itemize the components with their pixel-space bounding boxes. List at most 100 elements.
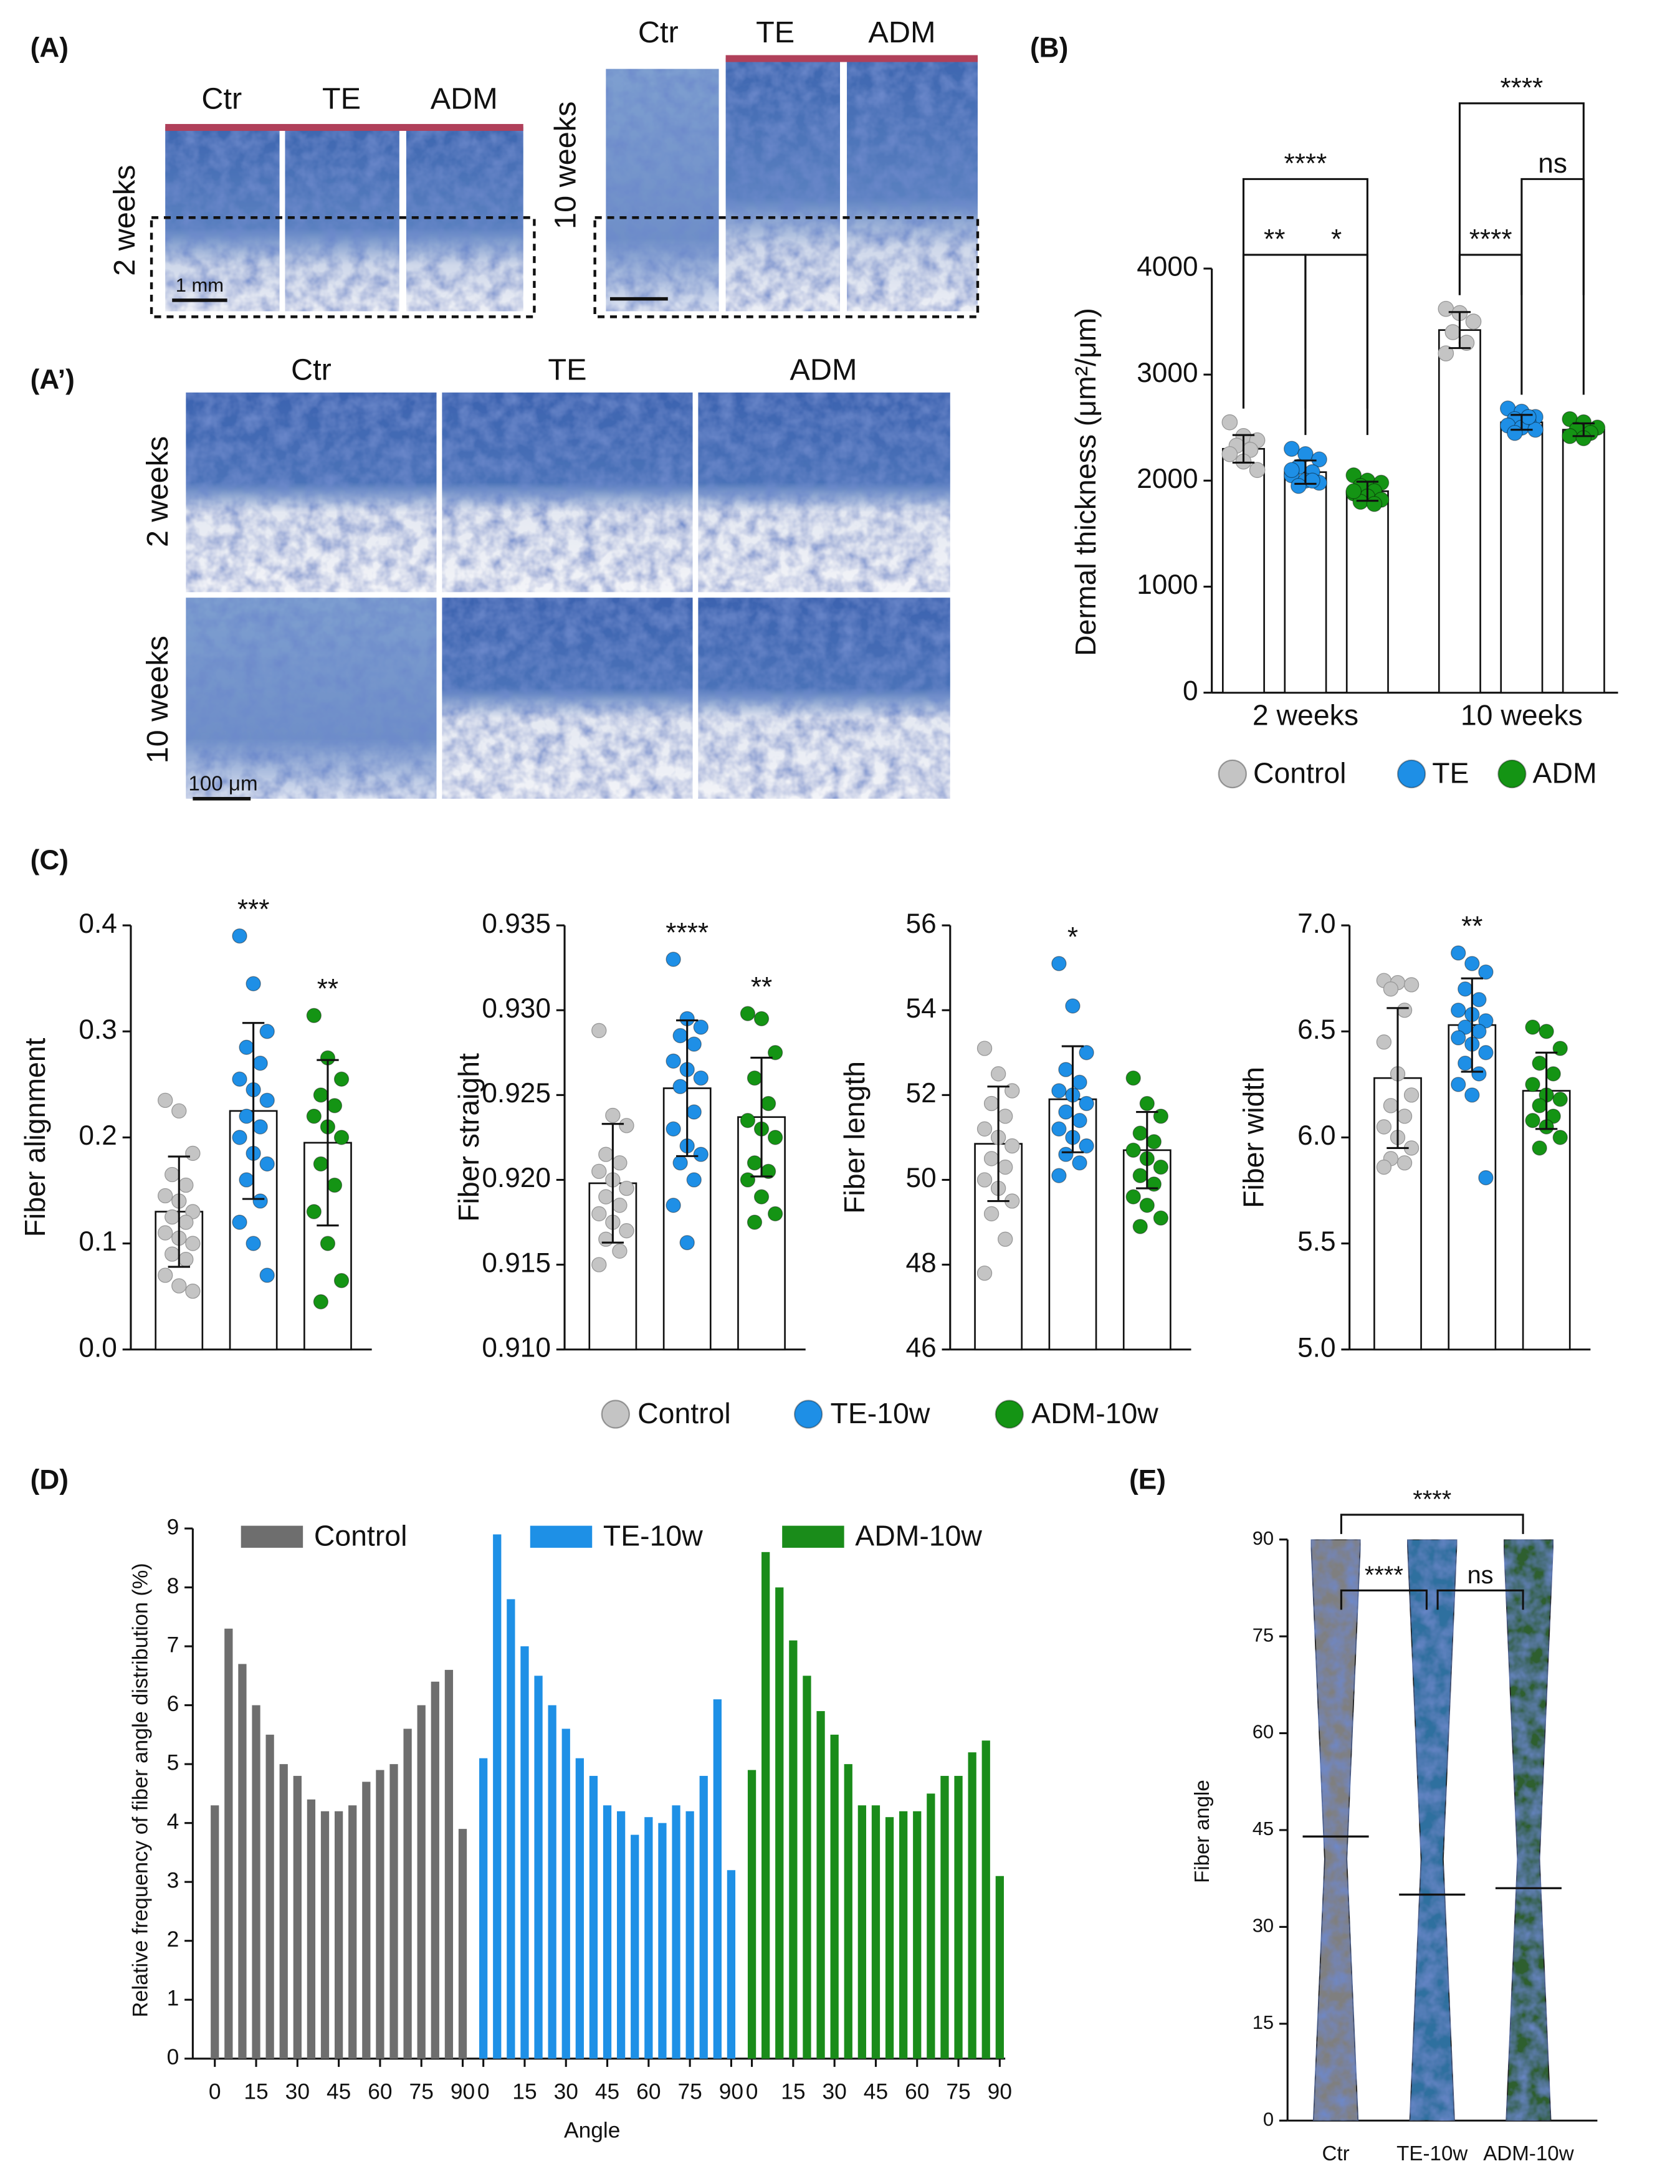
point bbox=[1051, 1083, 1067, 1099]
point bbox=[612, 1155, 628, 1171]
point bbox=[1058, 1104, 1074, 1120]
point bbox=[1478, 1045, 1494, 1061]
column-label: Ctr bbox=[201, 82, 242, 115]
column-label: TE bbox=[756, 16, 795, 49]
legend-marker bbox=[1218, 759, 1248, 789]
point bbox=[306, 1109, 322, 1124]
image bbox=[165, 126, 280, 312]
error-bar bbox=[1461, 977, 1483, 1073]
y-tick-label: 48 bbox=[906, 1247, 937, 1278]
column-label: Ctr bbox=[291, 353, 332, 387]
point bbox=[1345, 483, 1362, 500]
y-tick-label: 4000 bbox=[1137, 252, 1198, 282]
point bbox=[165, 1209, 180, 1225]
y-tick-label: 56 bbox=[906, 908, 937, 939]
point bbox=[232, 1214, 247, 1230]
x-tick-label: ADM-10w bbox=[1483, 2142, 1573, 2165]
point bbox=[327, 1177, 343, 1193]
point bbox=[1291, 478, 1307, 494]
point bbox=[666, 1053, 681, 1069]
x-tick-label: TE-10w bbox=[1396, 2142, 1468, 2165]
bracket bbox=[1242, 178, 1368, 409]
y-tick-label: 5 bbox=[167, 1750, 179, 1775]
point bbox=[983, 1206, 1000, 1222]
y-tick-label: 75 bbox=[1253, 1624, 1274, 1646]
point bbox=[1532, 1056, 1547, 1071]
bar bbox=[252, 1705, 260, 2059]
point bbox=[171, 1103, 187, 1119]
y-tick-label: 45 bbox=[1253, 1818, 1274, 1839]
point bbox=[1153, 1159, 1169, 1175]
y-tick-label: 3000 bbox=[1137, 358, 1198, 388]
annotation: ** bbox=[1264, 224, 1285, 254]
point bbox=[239, 1109, 254, 1124]
x-tick-label: 15 bbox=[512, 2079, 537, 2104]
column-label: ADM bbox=[431, 82, 498, 115]
zoom-box bbox=[150, 216, 536, 318]
point bbox=[672, 1028, 688, 1044]
point bbox=[598, 1231, 614, 1247]
point bbox=[666, 951, 681, 967]
bar bbox=[376, 1770, 384, 2059]
error-bar bbox=[1511, 414, 1533, 431]
y-tick-label: 0.4 bbox=[79, 908, 117, 939]
point bbox=[666, 1121, 681, 1137]
point bbox=[1072, 1113, 1087, 1128]
point bbox=[747, 1155, 763, 1171]
point bbox=[1051, 1168, 1067, 1183]
point bbox=[313, 1087, 329, 1103]
point bbox=[1383, 981, 1399, 997]
point bbox=[252, 1119, 268, 1135]
point bbox=[252, 1193, 268, 1209]
point bbox=[1539, 1024, 1554, 1039]
x-tick-label: 90 bbox=[988, 2079, 1012, 2104]
point bbox=[1125, 1070, 1141, 1086]
x-tick-label: 45 bbox=[864, 2079, 888, 2104]
y-tick-label: 0.1 bbox=[79, 1226, 117, 1257]
point-cloud bbox=[1503, 1538, 1554, 2122]
annotation: **** bbox=[1284, 148, 1327, 179]
error-bar bbox=[1448, 311, 1471, 350]
bar bbox=[1284, 471, 1327, 694]
point bbox=[1383, 1098, 1399, 1113]
bar bbox=[293, 1776, 302, 2059]
y-tick-label: 5.5 bbox=[1297, 1226, 1335, 1257]
bar bbox=[913, 1811, 922, 2059]
y-tick-label: 6.0 bbox=[1297, 1120, 1335, 1151]
bracket bbox=[1520, 178, 1585, 395]
point bbox=[246, 976, 261, 991]
point bbox=[1079, 1138, 1094, 1154]
annotation: **** bbox=[1365, 1562, 1403, 1589]
point bbox=[693, 1070, 709, 1086]
x-tick-label: 45 bbox=[327, 2079, 351, 2104]
x-tick-label: 0 bbox=[209, 2079, 221, 2104]
x-tick-label: 60 bbox=[905, 2079, 929, 2104]
x-tick-label: 45 bbox=[595, 2079, 619, 2104]
point bbox=[185, 1145, 201, 1161]
point bbox=[1478, 964, 1494, 980]
point bbox=[998, 1231, 1013, 1247]
point bbox=[1451, 1077, 1466, 1092]
y-tick-label: 0 bbox=[1183, 675, 1198, 706]
point bbox=[1284, 441, 1300, 457]
histology: Ctr TE ADM Ctr TE ADM Ctr TE ADM 2 weeks… bbox=[108, 16, 980, 801]
y-tick-label: 0 bbox=[1263, 2108, 1274, 2130]
point bbox=[693, 1019, 709, 1035]
point bbox=[1396, 1003, 1413, 1018]
point bbox=[598, 1147, 614, 1162]
annotation: **** bbox=[1500, 72, 1543, 103]
bar bbox=[224, 1628, 233, 2059]
bar bbox=[672, 1805, 680, 2059]
annotation: ** bbox=[751, 972, 772, 1003]
point bbox=[1525, 1113, 1540, 1128]
point bbox=[1525, 1019, 1540, 1035]
x-tick-label: 30 bbox=[822, 2079, 846, 2104]
legend-marker bbox=[995, 1400, 1024, 1429]
point bbox=[767, 1206, 783, 1222]
point bbox=[693, 1147, 709, 1162]
error-bar bbox=[1061, 1045, 1084, 1153]
point bbox=[591, 1206, 607, 1222]
legend-label: Control bbox=[314, 1520, 408, 1552]
error-bar bbox=[1136, 1111, 1158, 1190]
point bbox=[1065, 998, 1081, 1014]
